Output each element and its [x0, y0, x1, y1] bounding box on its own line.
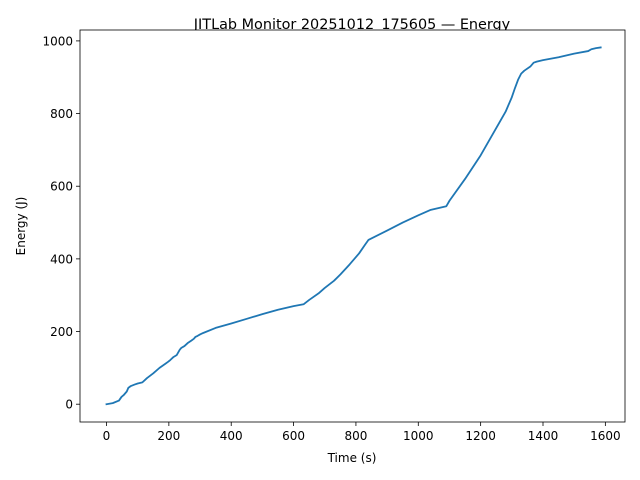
y-tick-label: 0 [65, 398, 73, 412]
x-axis-ticks: 0 200 400 600 800 1000 1200 1400 1600 [103, 422, 621, 443]
y-tick-label: 800 [50, 107, 73, 121]
y-tick-label: 200 [50, 325, 73, 339]
x-tick-label: 0 [103, 429, 111, 443]
y-tick-label: 600 [50, 180, 73, 194]
y-tick-label: 1000 [42, 34, 73, 48]
x-tick-label: 600 [282, 429, 305, 443]
x-tick-label: 1400 [528, 429, 559, 443]
x-tick-label: 800 [344, 429, 367, 443]
plot-area [80, 30, 625, 422]
series-line-energy [105, 46, 602, 406]
x-axis-label: Time (s) [327, 451, 377, 465]
y-axis-ticks: 0 200 400 600 800 1000 [42, 34, 80, 412]
x-tick-label: 1000 [403, 429, 434, 443]
x-tick-label: 400 [220, 429, 243, 443]
x-tick-label: 1200 [465, 429, 496, 443]
y-tick-label: 400 [50, 252, 73, 266]
chart-title: JITLab Monitor 20251012_175605 — Energy [193, 17, 511, 33]
x-tick-label: 200 [157, 429, 180, 443]
y-axis-label: Energy (J) [14, 197, 28, 256]
x-tick-label: 1600 [590, 429, 621, 443]
plot-frame [79, 29, 626, 423]
